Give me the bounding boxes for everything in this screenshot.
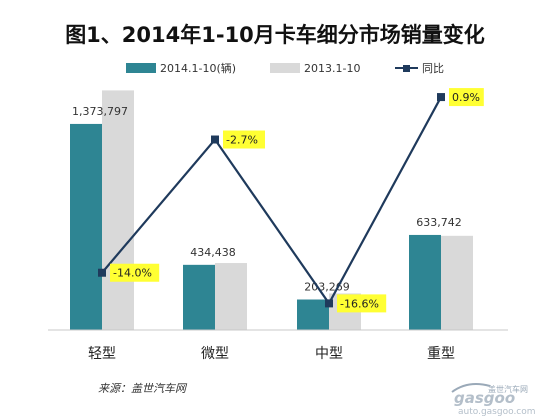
source-note: 来源：盖世汽车网 — [98, 382, 188, 395]
watermark-logo: 盖世汽车网 gasgoo auto.gasgoo.com — [451, 383, 536, 417]
category-label-medium: 中型 — [315, 346, 343, 362]
value-label-medium: 203,269 — [304, 281, 350, 294]
legend-label-2014: 2014.1-10(辆) — [160, 61, 236, 75]
yoy-label-bg-light — [110, 263, 160, 282]
bar-2013-heavy — [441, 235, 473, 330]
value-label-mini: 434,438 — [190, 246, 236, 259]
category-label-mini: 微型 — [201, 346, 229, 362]
yoy-label-mini: -2.7% — [226, 134, 258, 147]
watermark-tagline: 盖世汽车网 — [488, 384, 528, 394]
bar-group — [70, 90, 473, 330]
watermark-url: auto.gasgoo.com — [458, 407, 536, 417]
legend-swatch-2013 — [270, 63, 300, 73]
yoy-label-light: -14.0% — [113, 267, 152, 280]
category-labels: 轻型 微型 中型 重型 — [88, 346, 455, 362]
yoy-line — [101, 96, 442, 306]
bar-2013-light — [102, 90, 134, 330]
value-label-heavy: 633,742 — [416, 216, 462, 229]
bar-2014-heavy — [409, 234, 441, 330]
yoy-line-layer: -14.0% -2.7% -16.6% 0.9% — [98, 88, 484, 313]
bar-2013-mini — [215, 263, 247, 330]
yoy-marker-light — [98, 268, 106, 277]
legend-swatch-2014 — [126, 63, 156, 73]
watermark-swoosh-icon — [451, 383, 491, 393]
legend-label-yoy: 同比 — [422, 62, 444, 75]
chart-title: 图1、2014年1-10月卡车细分市场销量变化 — [65, 23, 485, 47]
bar-2014-medium — [297, 299, 329, 330]
value-label-light: 1,373,797 — [72, 105, 128, 118]
watermark-brand: gasgoo — [454, 389, 515, 407]
legend-label-2013: 2013.1-10 — [304, 62, 360, 75]
yoy-label-heavy: 0.9% — [452, 91, 480, 104]
yoy-marker-medium — [325, 299, 333, 308]
yoy-marker-mini — [211, 135, 219, 144]
yoy-label-medium: -16.6% — [340, 297, 379, 310]
legend-marker-yoy — [403, 65, 410, 72]
bar-2014-light — [70, 123, 102, 330]
category-label-heavy: 重型 — [427, 346, 455, 362]
yoy-label-bg-medium — [337, 294, 387, 313]
category-label-light: 轻型 — [88, 346, 116, 362]
bar-2014-mini — [183, 264, 215, 330]
legend: 2014.1-10(辆) 2013.1-10 同比 — [126, 61, 444, 75]
yoy-label-bg-heavy — [449, 88, 484, 107]
yoy-marker-heavy — [437, 93, 445, 102]
yoy-label-bg-mini — [223, 130, 265, 149]
